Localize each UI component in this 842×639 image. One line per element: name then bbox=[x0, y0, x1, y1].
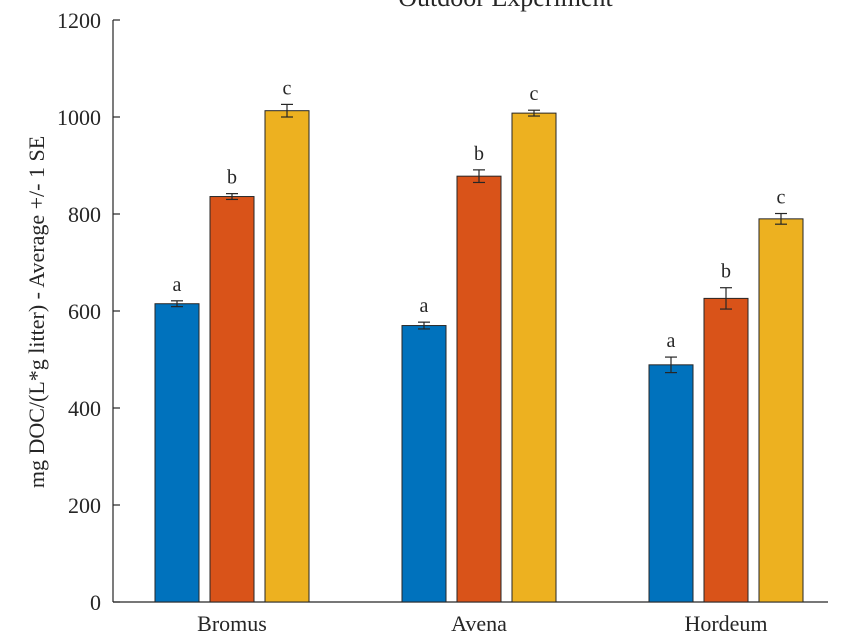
significance-label: a bbox=[173, 274, 182, 296]
bar bbox=[401, 325, 447, 603]
bar bbox=[511, 112, 557, 603]
significance-label: a bbox=[420, 295, 429, 317]
error-bars bbox=[171, 103, 787, 374]
axes: 0 200 400 600 800 1000 1200 bbox=[57, 8, 828, 615]
labels: Bromus a b c Avena a b c Hordeum a b c bbox=[173, 77, 786, 636]
y-axis-label-group: mg DOC/(L*g litter) - Average +/- 1 SE bbox=[24, 136, 49, 488]
bar bbox=[758, 218, 804, 603]
x-tick-label: Avena bbox=[451, 611, 507, 636]
significance-label: b bbox=[721, 261, 731, 283]
x-tick-label: Hordeum bbox=[684, 611, 767, 636]
significance-label: c bbox=[283, 77, 292, 99]
bar bbox=[209, 196, 255, 603]
bar bbox=[648, 364, 694, 603]
y-tick-label: 200 bbox=[68, 493, 101, 518]
bar bbox=[154, 303, 200, 603]
significance-label: c bbox=[777, 187, 786, 209]
bar bbox=[456, 175, 502, 603]
y-tick-label: 400 bbox=[68, 396, 101, 421]
y-tick-label: 800 bbox=[68, 202, 101, 227]
y-tick-label: 1200 bbox=[57, 8, 101, 33]
chart-title-group: Outdoor Experiment bbox=[398, 0, 613, 12]
bar bbox=[264, 110, 310, 603]
significance-label: c bbox=[530, 83, 539, 105]
bars bbox=[154, 110, 804, 603]
y-axis-label: mg DOC/(L*g litter) - Average +/- 1 SE bbox=[24, 136, 49, 488]
chart-title: Outdoor Experiment bbox=[398, 0, 613, 12]
y-tick-label: 1000 bbox=[57, 105, 101, 130]
significance-label: a bbox=[667, 330, 676, 352]
x-tick-label: Bromus bbox=[197, 611, 267, 636]
significance-label: b bbox=[474, 143, 484, 165]
y-tick-label: 0 bbox=[90, 590, 101, 615]
y-tick-label: 600 bbox=[68, 299, 101, 324]
significance-label: b bbox=[227, 167, 237, 189]
bar bbox=[703, 297, 749, 603]
